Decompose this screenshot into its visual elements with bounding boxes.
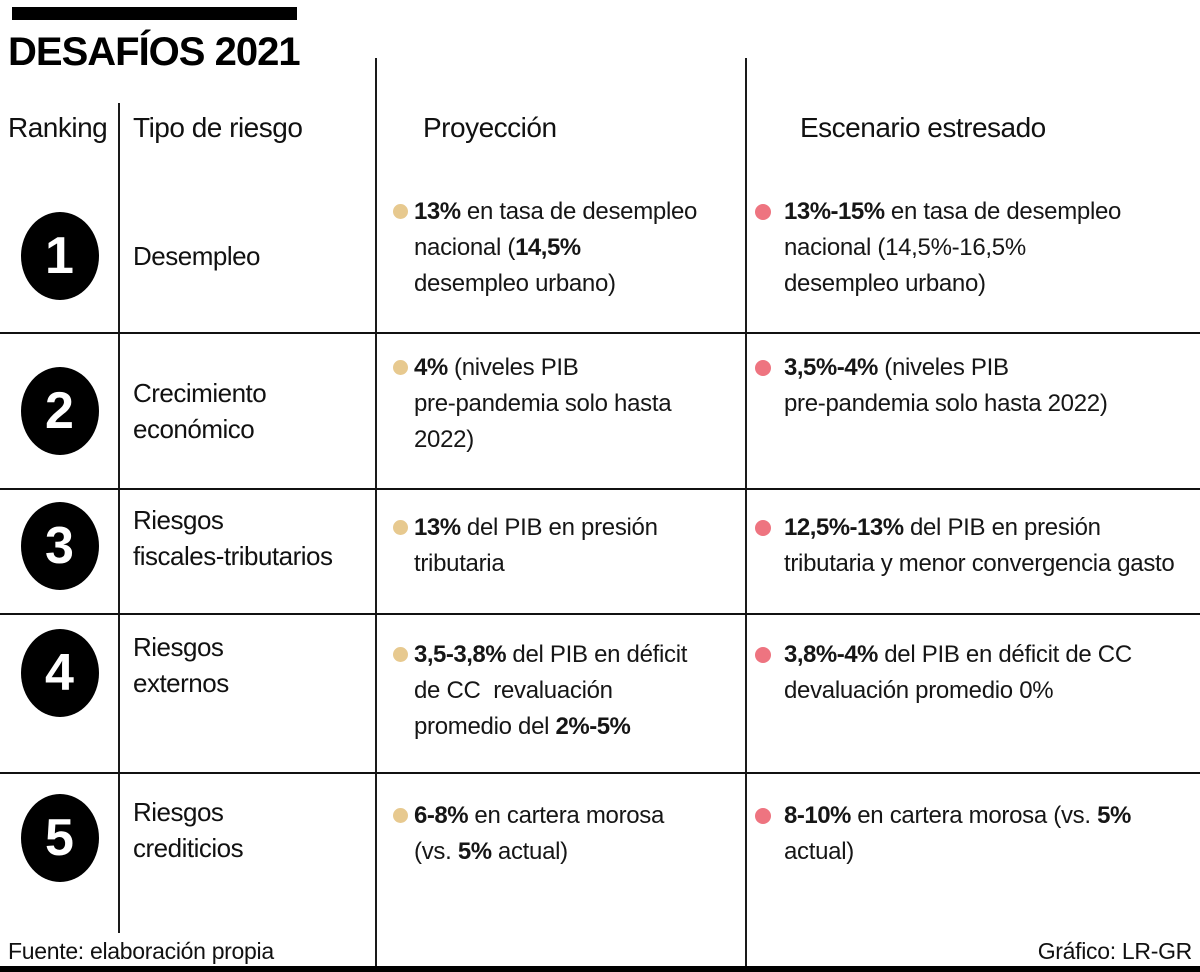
body-text: (niveles PIB pre-pandemia solo hasta 202… — [414, 354, 672, 453]
table-row: 3 Riesgos fiscales-tributarios 13% del PIB… — [0, 488, 1200, 613]
highlight-value: 2%-5% — [555, 713, 631, 740]
body-text: del PIB en déficit de CC revaluación pro… — [414, 641, 688, 740]
highlight-value: 5% — [1097, 802, 1131, 829]
stressed-cell: 3,8%-4% del PIB en déficit de CC devalua… — [755, 615, 1200, 772]
divider-risk-projection — [375, 58, 377, 966]
top-accent-bar — [12, 7, 297, 20]
rank-badge: 4 — [20, 629, 99, 717]
stressed-bullet-icon — [755, 808, 771, 824]
source-note: Fuente: elaboración propia — [8, 938, 274, 964]
rank-cell: 1 — [0, 180, 119, 332]
rank-badge: 3 — [20, 502, 99, 590]
stressed-text: 13%-15% en tasa de desempleo nacional (1… — [784, 194, 1121, 302]
stressed-cell: 12,5%-13% del PIB en presión tributaria … — [755, 490, 1200, 613]
highlight-value: 13% — [414, 198, 461, 225]
body-text: actual) — [784, 838, 854, 865]
risk-type-label: Riesgos crediticios — [133, 797, 244, 863]
highlight-value: 8-10% — [784, 802, 851, 829]
projection-text: 13% en tasa de desempleo nacional (14,5%… — [414, 194, 697, 302]
table-row: 1 Desempleo 13% en tasa de desempleo nacio… — [0, 180, 1200, 332]
stressed-text: 3,8%-4% del PIB en déficit de CC devalua… — [784, 637, 1132, 709]
body-text: en cartera morosa (vs. — [414, 802, 665, 865]
credit-note: Gráfico: LR-GR — [1037, 938, 1193, 964]
rank-cell: 2 — [0, 334, 119, 488]
stressed-cell: 3,5%-4% (niveles PIB pre-pandemia solo h… — [755, 334, 1200, 488]
body-text: del PIB en presión tributaria y menor co… — [784, 514, 1175, 577]
projection-cell: 6-8% en cartera morosa (vs. 5% actual) — [393, 774, 738, 932]
body-text: en tasa de desempleo nacional (14,5%-16,… — [784, 198, 1122, 297]
projection-cell: 3,5-3,8% del PIB en déficit de CC revalu… — [393, 615, 738, 772]
table-row: 4 Riesgos externos 3,5-3,8% del PIB en déf… — [0, 613, 1200, 772]
projection-cell: 13% en tasa de desempleo nacional (14,5%… — [393, 180, 738, 332]
rank-badge: 2 — [20, 367, 99, 455]
projection-bullet-icon — [393, 204, 408, 219]
body-text: en tasa de desempleo nacional ( — [414, 198, 698, 261]
highlight-value: 4% — [414, 354, 448, 381]
highlight-value: 5% — [457, 838, 492, 865]
body-text: del PIB en presión tributaria — [414, 514, 658, 577]
projection-text: 13% del PIB en presión tributaria — [414, 510, 658, 582]
stressed-text: 8-10% en cartera morosa (vs. 5% actual) — [784, 798, 1131, 870]
rank-badge: 5 — [20, 794, 99, 882]
table-row: 5 Riesgos crediticios 6-8% en cartera moro… — [0, 772, 1200, 932]
highlight-value: 3,8%-4% — [784, 641, 878, 668]
body-text: en cartera morosa (vs. — [850, 802, 1098, 829]
projection-cell: 13% del PIB en presión tributaria — [393, 490, 738, 613]
highlight-value: 14,5% — [515, 234, 581, 261]
body-text: actual) — [491, 838, 568, 865]
highlight-value: 3,5%-4% — [784, 354, 878, 381]
table-row: 2 Crecimiento económico 4% (niveles PIB pr… — [0, 332, 1200, 488]
risk-type-label: Riesgos fiscales-tributarios — [133, 505, 333, 571]
projection-text: 6-8% en cartera morosa (vs. 5% actual) — [414, 798, 664, 870]
divider-ranking-risk — [118, 103, 120, 933]
column-header-ranking: Ranking — [8, 112, 108, 143]
projection-bullet-icon — [393, 520, 408, 535]
projection-bullet-icon — [393, 360, 408, 375]
page-title: DESAFÍOS 2021 — [8, 30, 301, 74]
column-header-projection: Proyección — [423, 112, 557, 143]
risk-type-label: Crecimiento económico — [133, 378, 267, 444]
highlight-value: 3,5-3,8% — [414, 641, 507, 668]
rank-cell: 3 — [0, 490, 119, 613]
stressed-text: 3,5%-4% (niveles PIB pre-pandemia solo h… — [784, 350, 1108, 422]
highlight-value: 12,5%-13% — [784, 514, 904, 541]
stressed-bullet-icon — [755, 360, 771, 376]
highlight-value: 13%-15% — [784, 198, 885, 225]
stressed-cell: 13%-15% en tasa de desempleo nacional (1… — [755, 180, 1200, 332]
body-text: desempleo urbano) — [414, 270, 616, 297]
stressed-bullet-icon — [755, 520, 771, 536]
column-header-risk-type: Tipo de riesgo — [133, 112, 303, 143]
projection-bullet-icon — [393, 808, 408, 823]
rank-cell: 5 — [0, 774, 119, 932]
divider-projection-stressed — [745, 58, 747, 966]
stressed-cell: 8-10% en cartera morosa (vs. 5% actual) — [755, 774, 1200, 932]
stressed-text: 12,5%-13% del PIB en presión tributaria … — [784, 510, 1175, 582]
rank-cell: 4 — [0, 615, 119, 772]
projection-bullet-icon — [393, 647, 408, 662]
stressed-bullet-icon — [755, 647, 771, 663]
highlight-value: 6-8% — [414, 802, 469, 829]
column-header-stressed: Escenario estresado — [800, 112, 1046, 143]
body-text: del PIB en déficit de CC devaluación pro… — [784, 641, 1132, 704]
risk-type-label: Desempleo — [133, 241, 261, 271]
highlight-value: 13% — [414, 514, 461, 541]
bottom-accent-bar — [0, 966, 1200, 972]
projection-cell: 4% (niveles PIB pre-pandemia solo hasta … — [393, 334, 738, 488]
projection-text: 4% (niveles PIB pre-pandemia solo hasta … — [414, 350, 672, 458]
body-text: (niveles PIB pre-pandemia solo hasta 202… — [784, 354, 1108, 417]
risk-type-label: Riesgos externos — [133, 632, 229, 698]
rank-badge: 1 — [20, 212, 99, 300]
projection-text: 3,5-3,8% del PIB en déficit de CC revalu… — [414, 637, 687, 745]
stressed-bullet-icon — [755, 204, 771, 220]
